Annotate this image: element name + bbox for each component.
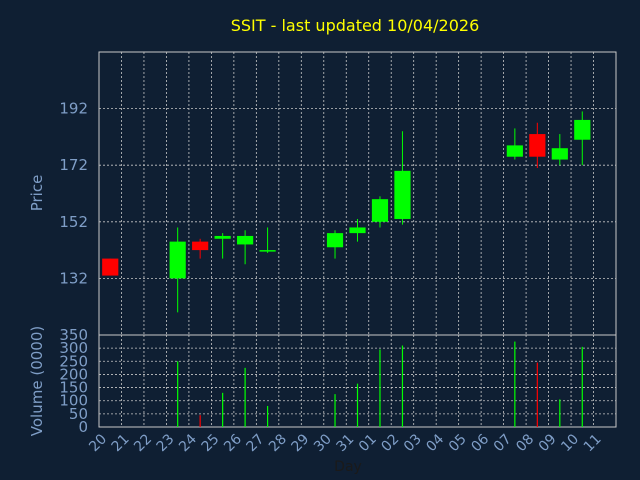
day-tick-label: 05 — [446, 431, 470, 455]
candle-body — [551, 148, 568, 160]
day-tick-label: 24 — [176, 431, 200, 455]
price-tick-label: 132 — [59, 269, 88, 287]
candle-body — [169, 241, 186, 279]
price-axis-label: Price — [28, 175, 46, 212]
day-tick-label: 06 — [468, 431, 492, 455]
day-tick-label: 23 — [154, 431, 178, 455]
volume-axis-label: Volume (0000) — [28, 326, 46, 436]
candle-body — [214, 235, 231, 239]
price-tick-label: 192 — [59, 100, 88, 118]
chart-title: SSIT - last updated 10/04/2026 — [231, 16, 480, 35]
day-tick-label: 08 — [513, 431, 537, 455]
volume-tick-label: 300 — [59, 339, 88, 357]
candle-body — [259, 250, 276, 252]
day-tick-label: 26 — [221, 431, 245, 455]
day-tick-label: 03 — [401, 431, 425, 455]
day-tick-label: 28 — [266, 431, 290, 455]
day-tick-label: 25 — [199, 431, 223, 455]
volume-tick-label: 50 — [69, 405, 88, 423]
day-tick-label: 20 — [86, 431, 110, 455]
day-tick-label: 30 — [311, 431, 335, 455]
price-panel: 132 152 172 192 Price — [28, 51, 617, 336]
volume-tick-label: 200 — [59, 365, 88, 383]
day-tick-label: 02 — [378, 431, 402, 455]
price-tick-label: 152 — [59, 213, 88, 231]
volume-grid — [99, 335, 616, 427]
day-tick-label: 11 — [581, 431, 605, 455]
volume-tick-label: 150 — [59, 379, 88, 397]
price-frame — [98, 51, 617, 336]
candle-body — [394, 170, 411, 219]
candle-body — [574, 119, 591, 140]
day-tick-label: 10 — [558, 431, 582, 455]
candle-body — [506, 145, 523, 157]
candle-body — [371, 199, 389, 222]
volume-tick-label: 100 — [59, 392, 88, 410]
candles — [102, 111, 591, 313]
candle-body — [102, 258, 119, 276]
day-tick-label: 29 — [289, 431, 313, 455]
day-axis-label: Day — [334, 459, 362, 475]
volume-tick-label: 0 — [78, 418, 88, 436]
day-tick-label: 27 — [244, 431, 268, 455]
price-grid — [99, 52, 616, 335]
day-tick-label: 09 — [536, 431, 560, 455]
candle-body — [237, 235, 254, 245]
volume-tick-label: 350 — [59, 326, 88, 344]
day-tick-label: 07 — [491, 431, 515, 455]
day-ticks: 2021222324252627282930310102030405060708… — [86, 431, 604, 455]
volume-bars — [177, 341, 583, 427]
day-tick-label: 22 — [131, 431, 155, 455]
day-tick-label: 04 — [423, 431, 447, 455]
day-tick-label: 01 — [356, 431, 380, 455]
candle-body — [529, 134, 546, 157]
price-y-ticks: 132 152 172 192 — [59, 100, 88, 288]
price-tick-label: 172 — [59, 156, 88, 174]
day-tick-label: 31 — [333, 431, 357, 455]
candle-body — [326, 233, 344, 248]
volume-tick-label: 250 — [59, 352, 88, 370]
day-tick-label: 21 — [109, 431, 133, 455]
candle-body — [349, 227, 366, 234]
candle-body — [192, 241, 209, 251]
